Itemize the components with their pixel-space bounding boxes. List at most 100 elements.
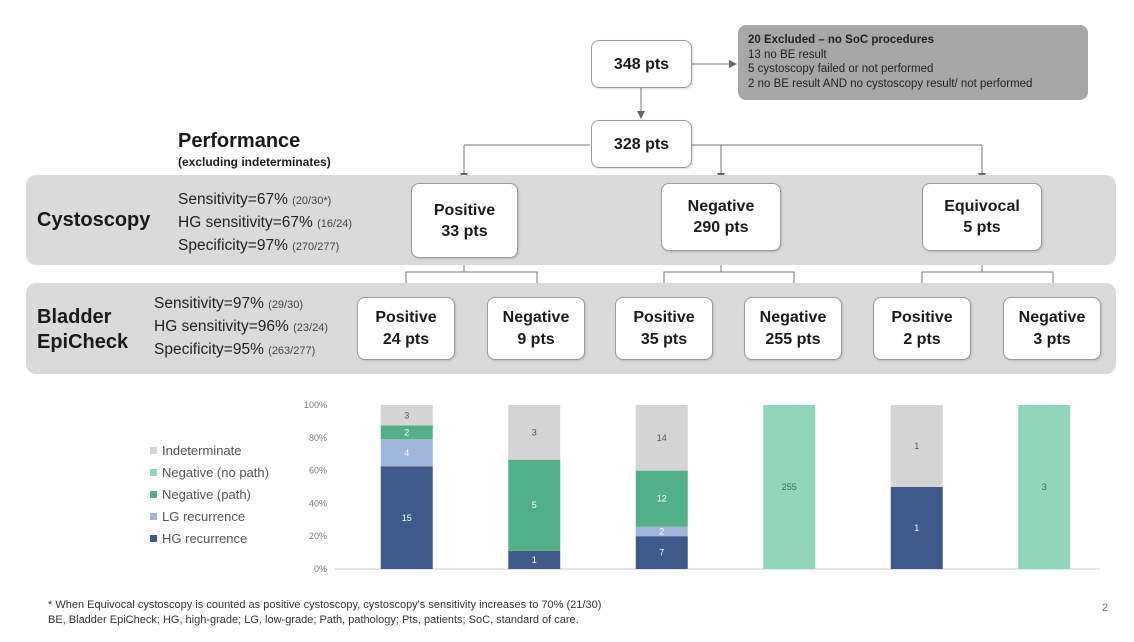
epicheck-label: Bladder EpiCheck xyxy=(37,305,128,355)
legend-swatch xyxy=(150,513,157,520)
epicheck-label-line: EpiCheck xyxy=(37,331,129,353)
legend-label: Negative (path) xyxy=(162,487,251,502)
bar-segment xyxy=(635,470,688,527)
legend-swatch xyxy=(150,535,157,542)
box-label: Negative xyxy=(1018,308,1086,326)
cysto-equivocal-box: Equivocal 5 pts xyxy=(922,183,1042,251)
legend-item-lg-recurrence: LG recurrence xyxy=(150,509,245,524)
epicheck-label-line: Bladder xyxy=(37,306,112,328)
be-positive-box-3: Positive 2 pts xyxy=(873,297,971,360)
cysto-positive-box: Positive 33 pts xyxy=(411,183,518,258)
stat-fraction: (29/30) xyxy=(268,299,304,311)
bar-segment xyxy=(1018,405,1071,569)
bar-data-label: 4 xyxy=(404,448,409,458)
box-count: 255 pts xyxy=(765,330,821,348)
legend-label: Negative (no path) xyxy=(162,465,269,480)
stat-text: Sensitivity=97% xyxy=(154,295,269,312)
performance-title: Performance xyxy=(178,130,301,152)
included-patients-box: 328 pts xyxy=(591,120,692,168)
box-label: Negative xyxy=(687,198,755,215)
bar-segment xyxy=(380,439,433,467)
legend-item-hg-recurrence: HG recurrence xyxy=(150,531,247,546)
be-positive-box-2: Positive 35 pts xyxy=(615,297,713,360)
box-count: 5 pts xyxy=(963,219,1001,236)
stat-fraction: (270/277) xyxy=(292,241,340,253)
bar-segment xyxy=(635,405,688,471)
total-patients-box: 348 pts xyxy=(591,40,692,88)
bar-segment xyxy=(380,425,433,440)
legend-item-negative-path: Negative (path) xyxy=(150,487,251,502)
box-count: 24 pts xyxy=(382,330,430,348)
box-count: 9 pts xyxy=(517,330,555,348)
bar-segment xyxy=(508,405,561,460)
stat-fraction: (23/24) xyxy=(293,322,328,334)
footnote: * When Equivocal cystoscopy is counted a… xyxy=(48,598,601,628)
box-count: 35 pts xyxy=(640,330,688,348)
bar-data-label: 12 xyxy=(657,494,667,504)
cystoscopy-label: Cystoscopy xyxy=(37,209,151,231)
bar-data-label: 5 xyxy=(532,500,537,510)
page-number: 2 xyxy=(1102,602,1109,614)
be-positive-box-1: Positive 24 pts xyxy=(357,297,455,360)
bar-segment xyxy=(635,526,688,537)
epicheck-stats: Sensitivity=97% (29/30) HG sensitivity=9… xyxy=(154,293,328,362)
cystoscopy-stats: Sensitivity=67% (20/30*) HG sensitivity=… xyxy=(178,189,352,258)
stat-fraction: (263/277) xyxy=(268,345,316,357)
bar-segment xyxy=(508,550,561,569)
legend-label: LG recurrence xyxy=(162,509,246,524)
stat-fraction: (20/30*) xyxy=(292,195,332,207)
bar-segment xyxy=(635,536,688,569)
legend-label: Indeterminate xyxy=(162,443,242,458)
excluded-line: 5 cystoscopy failed or not performed xyxy=(748,63,934,75)
bar-data-label: 1 xyxy=(914,441,919,451)
legend-item-indeterminate: Indeterminate xyxy=(150,443,242,458)
bar-segment xyxy=(380,466,433,569)
be-negative-box-2: Negative 255 pts xyxy=(744,297,842,360)
y-tick-label: 0% xyxy=(314,564,327,574)
bar-segment xyxy=(890,487,943,569)
bar-segment xyxy=(890,405,943,487)
excluded-box: 20 Excluded – no SoC procedures 13 no BE… xyxy=(738,25,1088,100)
bar-data-label: 7 xyxy=(659,548,664,558)
included-patients-count: 328 pts xyxy=(613,135,670,153)
legend-item-negative-no-path: Negative (no path) xyxy=(150,465,269,480)
legend-swatch xyxy=(150,447,157,454)
be-negative-box-1: Negative 9 pts xyxy=(487,297,585,360)
cysto-negative-box: Negative 290 pts xyxy=(661,183,781,251)
stat-text: Specificity=95% xyxy=(154,341,269,358)
legend-swatch xyxy=(150,491,157,498)
excluded-line: 13 no BE result xyxy=(748,48,827,61)
stat-text: Sensitivity=67% xyxy=(178,191,293,208)
footnote-abbreviations: BE, Bladder EpiCheck; HG, high-grade; LG… xyxy=(48,614,579,626)
y-tick-label: 60% xyxy=(309,466,327,476)
box-count: 2 pts xyxy=(903,330,941,348)
bar-data-label: 1 xyxy=(914,523,919,533)
bar-data-label: 1 xyxy=(532,555,537,565)
footnote-line: * When Equivocal cystoscopy is counted a… xyxy=(48,599,602,611)
bar-data-label: 2 xyxy=(404,427,409,437)
box-label: Positive xyxy=(891,308,953,326)
performance-subtitle: (excluding indeterminates) xyxy=(178,155,331,169)
stat-text: HG sensitivity=67% xyxy=(178,214,318,231)
box-count: 33 pts xyxy=(441,222,488,240)
box-label: Equivocal xyxy=(944,198,1020,215)
bar-segment xyxy=(380,405,433,426)
box-label: Positive xyxy=(433,201,496,219)
box-count: 3 pts xyxy=(1033,330,1071,348)
bar-segment xyxy=(508,459,561,551)
excluded-header: 20 Excluded – no SoC procedures xyxy=(748,34,934,46)
box-label: Negative xyxy=(759,308,827,326)
y-tick-label: 80% xyxy=(309,433,327,443)
legend-label: HG recurrence xyxy=(162,531,248,546)
bar-data-label: 3 xyxy=(532,427,537,437)
bar-data-label: 14 xyxy=(657,433,667,443)
bar-data-label: 3 xyxy=(404,410,409,420)
excluded-line: 2 no BE result AND no cystoscopy result/… xyxy=(748,77,1033,90)
y-tick-label: 40% xyxy=(309,498,327,508)
bar-segment xyxy=(763,405,816,569)
bar-data-label: 3 xyxy=(1042,482,1047,492)
stat-text: Specificity=97% xyxy=(178,237,293,254)
bar-data-label: 15 xyxy=(402,513,412,523)
bar-data-label: 255 xyxy=(782,482,797,492)
